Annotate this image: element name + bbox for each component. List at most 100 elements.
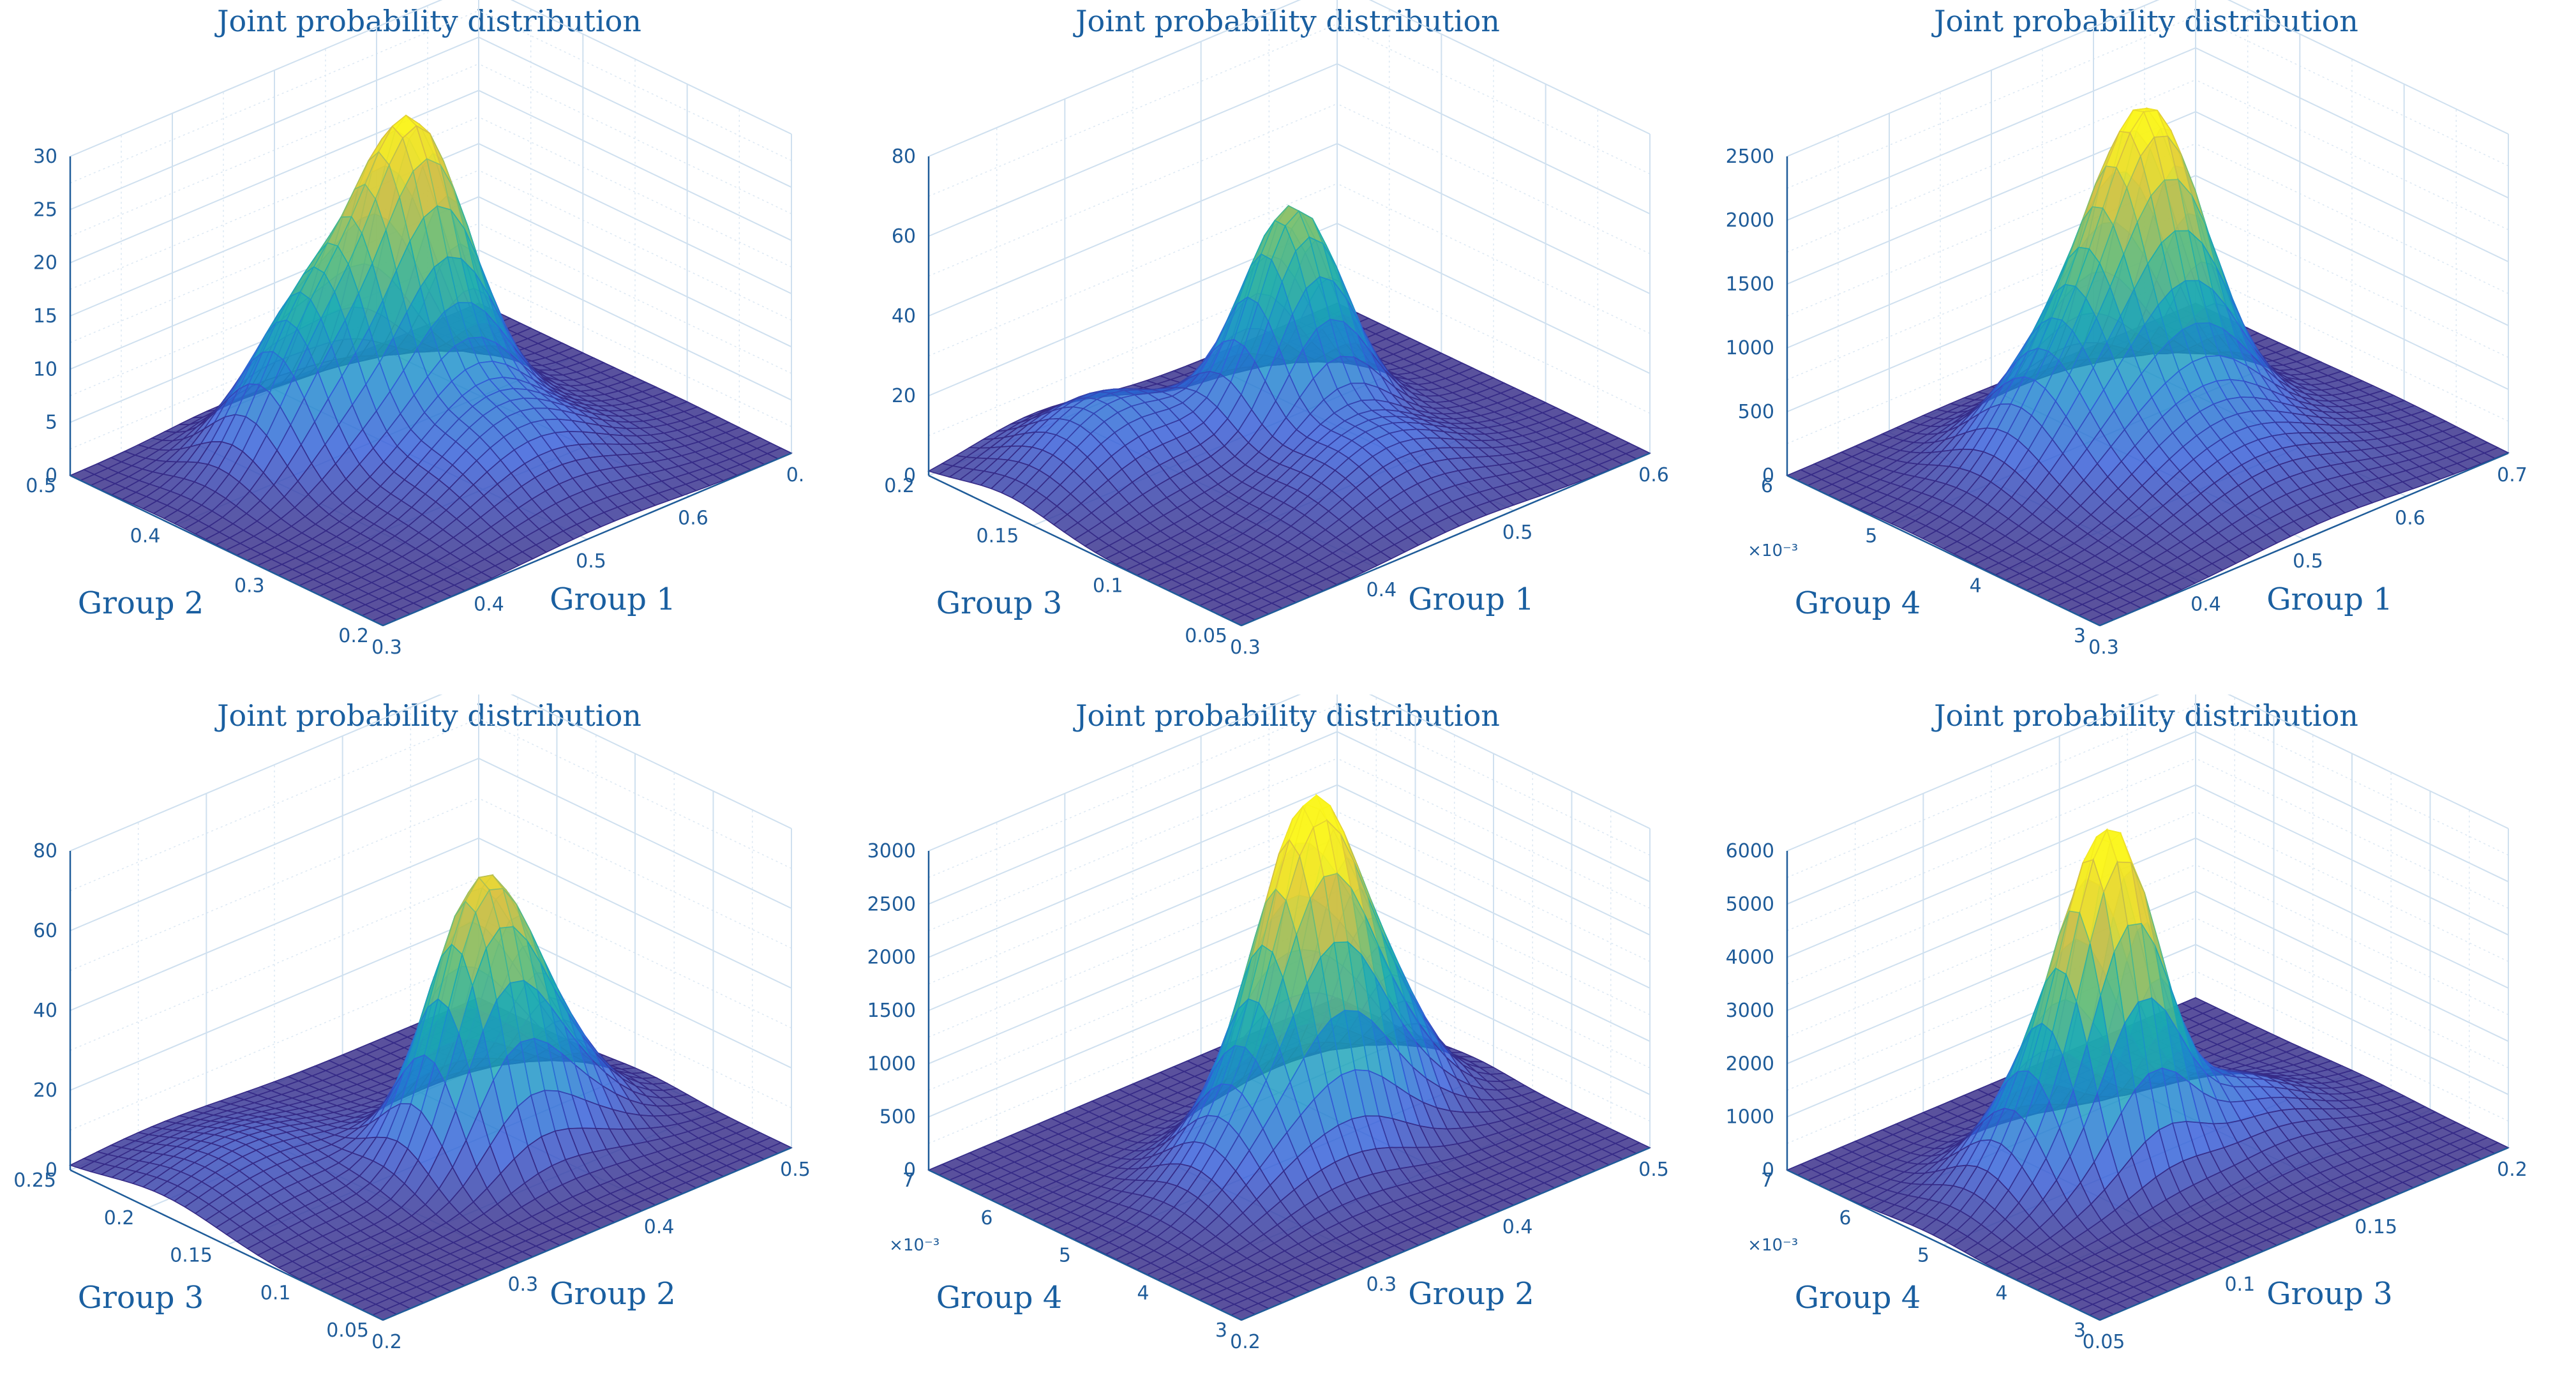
gridline <box>928 731 1338 905</box>
minor-gridline <box>928 704 1338 878</box>
minor-gridline <box>478 276 792 428</box>
x-tick-label: 0.5 <box>576 550 606 573</box>
x-axis-line <box>1241 1146 1651 1321</box>
surface-mesh <box>927 205 1651 626</box>
y-tick-label: 0.05 <box>326 1319 369 1342</box>
minor-gridline <box>928 183 1338 357</box>
y-tick-label: 0.4 <box>130 525 161 547</box>
x-axis-label: Group 1 <box>1408 582 1534 617</box>
x-axis-label: Group 2 <box>550 1276 676 1312</box>
gridline <box>1368 694 1651 829</box>
x-axis-line <box>382 1146 792 1321</box>
gridline <box>1786 0 2160 157</box>
gridline <box>70 0 443 157</box>
y-tick-label: 3 <box>1215 1319 1227 1342</box>
surface-plot: 0.30.40.50.60.7345605001000150020002500×… <box>1726 0 2527 659</box>
z-tick-label: 80 <box>33 840 57 862</box>
axes <box>69 156 792 627</box>
minor-gridline <box>478 797 792 949</box>
x-tick-label: 0.7 <box>2497 464 2527 486</box>
gridline <box>510 0 792 135</box>
y-tick-label: 3 <box>2074 625 2086 647</box>
x-tick-label: 0.5 <box>1502 522 1533 544</box>
y-axis-label: Group 3 <box>78 1280 204 1316</box>
chart-panel: Joint probability distribution 0.2 0.3 0.4 0… <box>0 694 858 1389</box>
z-tick-label: 2000 <box>867 947 916 969</box>
minor-gridline <box>478 223 792 374</box>
z-tick-label: 2500 <box>1726 146 1774 168</box>
gridline <box>1337 731 1651 883</box>
gridline <box>478 837 792 989</box>
gridline <box>70 36 479 211</box>
surface-plot: 0.20.30.40.50.050.10.150.20.25020406080G… <box>13 694 811 1353</box>
x-tick-label: 0.4 <box>1502 1216 1533 1238</box>
x-tick-label: 0.5 <box>1638 1159 1669 1181</box>
minor-gridline <box>478 63 792 214</box>
z-tick-label: 1500 <box>1726 273 1774 296</box>
y-tick-label: 0.15 <box>170 1245 213 1267</box>
minor-gridline <box>928 758 1338 931</box>
y-tick-label: 0.15 <box>977 525 1019 547</box>
x-tick-label: 0.5 <box>780 1159 811 1181</box>
y-tick-label: 0.2 <box>338 625 369 647</box>
z-tick-label: 30 <box>33 146 57 168</box>
gridline <box>478 249 792 401</box>
y-tick-label: 0.2 <box>104 1207 135 1229</box>
minor-gridline <box>1337 183 1651 334</box>
minor-gridline <box>1786 79 2196 253</box>
y-axis-line <box>70 1169 384 1321</box>
minor-gridline <box>70 797 479 972</box>
chart-panel: Joint probability distribution 0.05 0.1 0.1… <box>1717 694 2575 1389</box>
surface-plot: 0.30.40.50.60.050.10.150.2020406080Group… <box>884 0 1669 659</box>
minor-gridline <box>1337 811 1651 963</box>
axis-grid <box>1786 694 2509 1321</box>
minor-gridline <box>928 103 1338 277</box>
x-axis-label: Group 1 <box>550 582 676 617</box>
chart-title: Joint probability distribution <box>217 4 641 38</box>
y-axis-label: Group 4 <box>1795 585 1921 621</box>
gridline <box>2227 0 2509 135</box>
minor-gridline <box>1337 704 1651 856</box>
z-tick-label: 80 <box>892 146 916 168</box>
gridline <box>510 694 792 829</box>
z-tick-label: 2500 <box>867 893 916 915</box>
gridline <box>1337 63 1651 214</box>
minor-gridline <box>511 0 792 135</box>
minor-gridline <box>2195 271 2509 422</box>
gridline <box>1368 0 1651 135</box>
z-tick-label: 60 <box>33 920 57 942</box>
y-axis-line <box>1786 474 2100 627</box>
gridline <box>478 758 792 909</box>
x-tick-label: 0.3 <box>371 636 402 659</box>
chart-title: Joint probability distribution <box>1075 4 1500 38</box>
gridline <box>70 758 479 931</box>
gridline <box>2195 175 2509 326</box>
minor-gridline <box>70 957 479 1131</box>
z-tick-label: 0 <box>1762 465 1774 487</box>
y-tick-label: 0.25 <box>13 1169 56 1192</box>
chart-panel: Joint probability distribution 0.2 0.3 0.4 0… <box>858 694 1717 1389</box>
minor-gridline <box>928 811 1338 985</box>
minor-gridline <box>2195 864 2509 1016</box>
gridline <box>2195 239 2509 390</box>
x-tick-label: 0.3 <box>507 1273 538 1296</box>
minor-gridline <box>478 116 792 268</box>
x-axis-line <box>1241 452 1651 627</box>
minor-gridline <box>2195 143 2509 294</box>
z-tick-label: 1000 <box>867 1053 916 1075</box>
z-tick-label: 20 <box>892 385 916 407</box>
gridline <box>478 143 792 294</box>
minor-gridline <box>70 63 479 237</box>
x-axis-label: Group 1 <box>2266 582 2393 617</box>
minor-gridline <box>70 10 479 184</box>
minor-gridline <box>1337 758 1651 909</box>
gridline <box>1337 890 1651 1042</box>
x-axis-line <box>382 452 792 627</box>
x-tick-label: 0.2 <box>371 1331 402 1353</box>
z-tick-label: 40 <box>892 305 916 327</box>
x-tick-label: 0.4 <box>644 1216 675 1238</box>
gridline <box>478 196 792 348</box>
minor-gridline <box>2228 0 2509 135</box>
x-tick-label: 0.3 <box>1230 636 1261 659</box>
chart-panel: Joint probability distribution 0.3 0.4 0.5 0… <box>858 0 1717 694</box>
